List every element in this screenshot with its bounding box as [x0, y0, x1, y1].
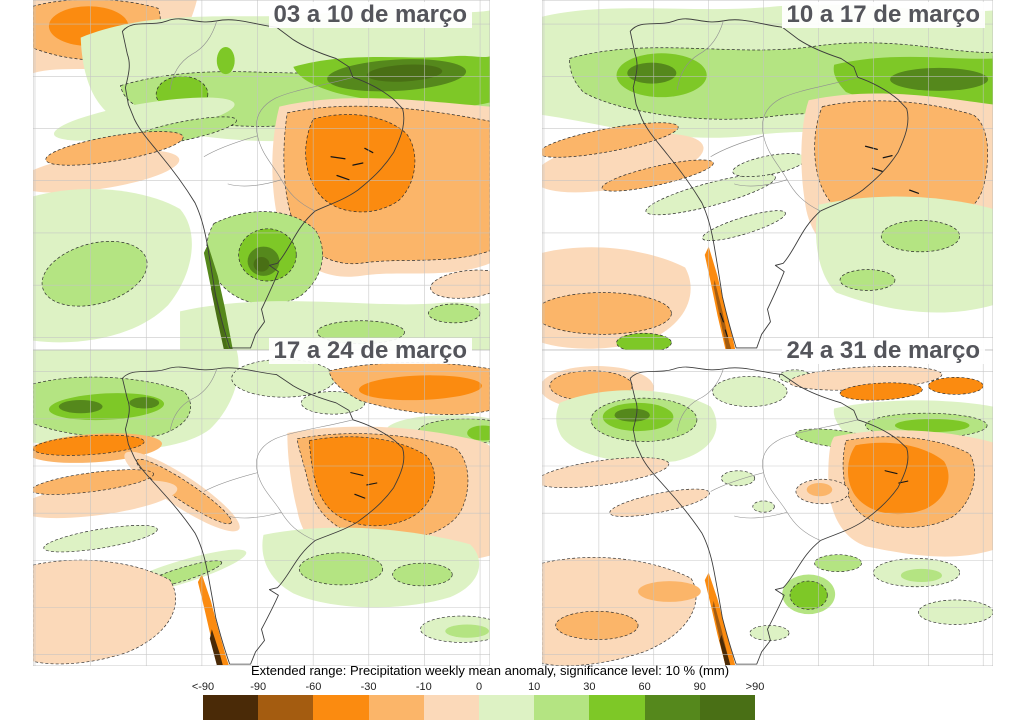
colorbar-tick-label: 90	[693, 681, 706, 693]
graticule	[33, 350, 490, 666]
panel-title-week2: 10 a 17 de março	[781, 1, 985, 29]
colorbar-tick-labels: <-90 -90 -60 -30 -10 0 10 30 60 90 >90	[192, 681, 765, 694]
colorbar-segment	[644, 695, 700, 720]
colorbar-tick-label: 60	[638, 681, 651, 693]
panel-title-week1: 03 a 10 de março	[268, 1, 472, 29]
anomaly-fills	[542, 366, 993, 666]
figure-caption: Extended range: Precipitation weekly mea…	[250, 663, 730, 678]
colorbar-segment	[534, 695, 590, 720]
coastline	[629, 366, 909, 665]
colorbar-tick-label: >90	[745, 681, 765, 693]
colorbar-tick-label: -10	[415, 681, 432, 693]
colorbar-segment	[258, 695, 314, 720]
anomaly-fills	[542, 4, 993, 350]
graticule	[542, 350, 993, 666]
colorbar-segment	[203, 695, 259, 720]
colorbar-segment	[423, 695, 480, 720]
coastline	[629, 18, 909, 349]
colorbar-tick-label: -90	[250, 681, 267, 693]
colorbar-tick-label: -30	[360, 681, 377, 693]
colorbar-tick-label: <-90	[191, 681, 215, 693]
south-america-map-week1	[33, 0, 490, 350]
colorbar-segment	[479, 695, 535, 720]
anomaly-fills	[33, 0, 490, 350]
panel-title-week3: 17 a 24 de março	[268, 337, 472, 365]
colorbar-segment	[699, 695, 756, 720]
colorbar-segment	[313, 695, 369, 720]
colorbar-tick-label: 0	[475, 681, 483, 693]
south-america-map-week3	[33, 350, 490, 666]
colorbar-tick-label: 10	[528, 681, 541, 693]
coastline	[121, 366, 405, 665]
map-panel-week1: 03 a 10 de março	[33, 0, 490, 350]
map-panel-week2: 10 a 17 de março	[542, 0, 993, 350]
colorbar-tick-label: -60	[305, 681, 322, 693]
colorbar-segment	[368, 695, 424, 720]
coastline	[121, 18, 405, 349]
colorbar-segment	[589, 695, 645, 720]
colorbar-tick-label: 30	[583, 681, 596, 693]
graticule	[542, 0, 993, 350]
map-panel-week4: 24 a 31 de março	[542, 337, 993, 666]
panel-title-week4: 24 a 31 de março	[781, 337, 985, 365]
graticule	[33, 0, 490, 350]
map-panel-week3: 17 a 24 de março	[33, 337, 490, 666]
colorbar-legend	[203, 695, 756, 720]
south-america-map-week4	[542, 350, 993, 666]
anomaly-fills	[33, 350, 490, 666]
south-america-map-week2	[542, 0, 993, 350]
